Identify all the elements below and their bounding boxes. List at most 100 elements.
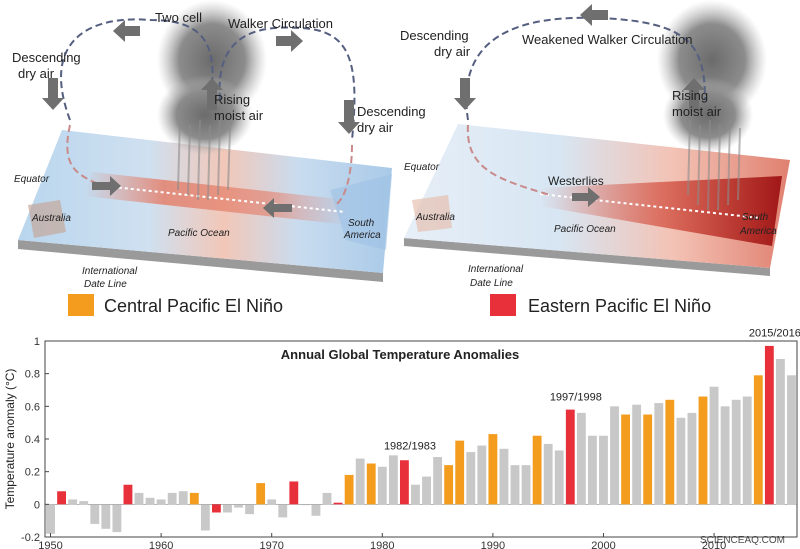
bar-neutral-2003 bbox=[632, 404, 642, 505]
label-south: South bbox=[348, 218, 375, 229]
bar-central-2006 bbox=[665, 399, 675, 505]
label-australia: Australia bbox=[31, 213, 71, 224]
bar-neutral-2017 bbox=[787, 375, 796, 505]
chart-title: Annual Global Temperature Anomalies bbox=[281, 347, 519, 362]
bar-eastern-1965 bbox=[211, 504, 221, 513]
x-tick-label: 1950 bbox=[38, 540, 62, 549]
label-descending-2: dry air bbox=[434, 44, 471, 59]
left-walker-cell-2 bbox=[218, 26, 356, 141]
legend-central-swatch bbox=[68, 294, 94, 316]
label-descending-left-1: Descending bbox=[12, 50, 81, 65]
label-international: International bbox=[82, 266, 138, 277]
x-tick-label: 1980 bbox=[370, 540, 394, 549]
bar-neutral-1978 bbox=[355, 458, 365, 505]
arrow-up-right-panel bbox=[683, 78, 705, 110]
bar-neutral-1974 bbox=[311, 504, 321, 516]
bar-neutral-2011 bbox=[720, 406, 730, 505]
label-america: America bbox=[343, 230, 381, 241]
bar-central-2014 bbox=[753, 375, 763, 505]
arrow-right-top bbox=[276, 30, 303, 52]
annotation-label: 1997/1998 bbox=[550, 391, 602, 403]
bar-neutral-2012 bbox=[731, 399, 741, 505]
right-australia-land bbox=[412, 195, 452, 232]
bar-neutral-2005 bbox=[654, 403, 664, 505]
bar-eastern-1997 bbox=[565, 409, 575, 505]
arrow-down-right-panel bbox=[454, 78, 476, 110]
y-tick-label: 1 bbox=[34, 336, 40, 348]
left-australia-land bbox=[28, 200, 66, 238]
annotation-label: 1982/1983 bbox=[384, 440, 436, 452]
arrow-left-weakened bbox=[580, 4, 608, 26]
bar-central-1979 bbox=[366, 463, 376, 505]
bar-neutral-1954 bbox=[90, 504, 100, 524]
bar-neutral-1991 bbox=[499, 448, 509, 505]
left-map-side bbox=[18, 240, 383, 282]
bar-neutral-1993 bbox=[521, 465, 531, 505]
annotation-label: 2015/2016 bbox=[749, 328, 800, 340]
label-descending-left-2: dry air bbox=[18, 66, 55, 81]
left-south-america-land bbox=[330, 174, 392, 250]
bar-central-1994 bbox=[532, 435, 542, 505]
bar-neutral-1980 bbox=[377, 466, 387, 505]
bar-eastern-1957 bbox=[123, 484, 133, 505]
arrow-right-surface bbox=[92, 176, 121, 196]
bar-central-1977 bbox=[344, 474, 354, 505]
bar-central-1987 bbox=[455, 440, 465, 505]
bar-neutral-1995 bbox=[543, 443, 553, 505]
bar-neutral-1968 bbox=[245, 504, 255, 515]
x-tick-label: 1960 bbox=[149, 540, 173, 549]
label-rising-right-1: Rising bbox=[672, 88, 708, 103]
bar-central-1969 bbox=[256, 483, 266, 505]
bar-neutral-1961 bbox=[167, 492, 177, 505]
arrow-up-rising bbox=[201, 78, 223, 110]
bar-neutral-1964 bbox=[200, 504, 210, 531]
bar-central-2004 bbox=[643, 414, 653, 505]
bar-neutral-1971 bbox=[278, 504, 288, 518]
y-tick-label: -0.2 bbox=[21, 532, 40, 544]
bar-neutral-2001 bbox=[610, 406, 619, 505]
arrow-left-top bbox=[113, 20, 140, 42]
label-international-right: International bbox=[468, 264, 524, 275]
bar-neutral-1962 bbox=[178, 491, 188, 505]
bar-neutral-1984 bbox=[422, 476, 431, 505]
bar-neutral-1956 bbox=[112, 504, 122, 533]
bar-neutral-2007 bbox=[676, 417, 686, 505]
label-descending-1: Descending bbox=[400, 28, 469, 43]
label-equator-right: Equator bbox=[404, 162, 440, 173]
right-map-side bbox=[404, 238, 770, 276]
bar-neutral-1952 bbox=[68, 499, 78, 505]
y-tick-label: 0.4 bbox=[25, 434, 40, 446]
bar-neutral-1992 bbox=[510, 465, 520, 505]
bar-neutral-1999 bbox=[587, 435, 597, 505]
bar-eastern-1951 bbox=[57, 491, 67, 505]
left-arrows bbox=[42, 20, 360, 218]
legend-eastern-swatch bbox=[490, 294, 516, 316]
left-surface-return-2 bbox=[334, 144, 353, 206]
arrow-right-westerlies bbox=[572, 187, 600, 207]
label-rising-right-2: moist air bbox=[672, 104, 722, 119]
y-tick-label: 0.2 bbox=[25, 467, 40, 479]
bar-neutral-2010 bbox=[709, 386, 719, 505]
label-descending-right-1: Descending bbox=[357, 104, 426, 119]
label-weakened-walker: Weakened Walker Circulation bbox=[522, 32, 693, 47]
legend-eastern-label: Eastern Pacific El Niño bbox=[528, 296, 711, 316]
x-tick-label: 2010 bbox=[702, 540, 726, 549]
left-rain bbox=[177, 119, 231, 201]
bar-neutral-2000 bbox=[599, 435, 608, 505]
bar-neutral-2013 bbox=[742, 396, 752, 505]
bar-neutral-1983 bbox=[411, 484, 420, 505]
label-walker-circulation: Walker Circulation bbox=[228, 16, 333, 31]
bar-neutral-1960 bbox=[156, 499, 166, 505]
right-rain bbox=[687, 119, 741, 211]
x-tick-label: 1990 bbox=[481, 540, 505, 549]
bar-neutral-1967 bbox=[234, 504, 243, 508]
temperature-anomaly-chart: Annual Global Temperature Anomalies Temp… bbox=[3, 328, 800, 549]
el-nino-diagram: Two cell Walker Circulation Descending d… bbox=[12, 0, 790, 316]
arrow-left-surface bbox=[263, 198, 292, 218]
left-panel: Two cell Walker Circulation Descending d… bbox=[12, 0, 426, 316]
right-panel: Weakened Walker Circulation Descending d… bbox=[400, 0, 790, 316]
bar-central-2002 bbox=[621, 414, 631, 505]
bar-neutral-1958 bbox=[134, 492, 144, 505]
y-tick-label: 0.8 bbox=[25, 369, 40, 381]
label-australia-right: Australia bbox=[415, 212, 455, 223]
